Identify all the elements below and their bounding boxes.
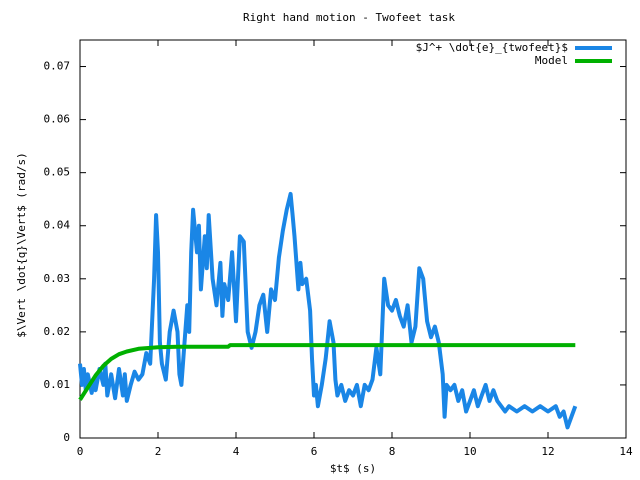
x-tick-label: 14 (619, 445, 633, 458)
x-axis-label: $t$ (s) (330, 462, 376, 475)
legend-label: $J^+ \dot{e}_{twofeet}$ (416, 41, 568, 54)
y-axis-label: $\Vert \dot{q}\Vert$ (rad/s) (15, 152, 28, 337)
x-tick-label: 6 (311, 445, 318, 458)
x-tick-label: 8 (389, 445, 396, 458)
y-tick-label: 0.06 (44, 113, 71, 126)
data-line (78, 191, 578, 430)
y-tick-label: 0 (63, 431, 70, 444)
y-tick-label: 0.02 (44, 325, 71, 338)
x-tick-label: 0 (77, 445, 84, 458)
legend-label: Model (535, 54, 568, 67)
data-line (78, 343, 576, 401)
x-tick-label: 4 (233, 445, 240, 458)
y-tick-label: 0.01 (44, 378, 71, 391)
plot-frame (79, 39, 627, 439)
y-tick-label: 0.05 (44, 166, 71, 179)
x-tick-label: 12 (541, 445, 554, 458)
x-tick-label: 10 (463, 445, 476, 458)
y-tick-label: 0.04 (44, 219, 71, 232)
chart-title: Right hand motion - Twofeet task (243, 11, 455, 24)
y-tick-label: 0.07 (44, 60, 71, 73)
x-tick-label: 2 (155, 445, 162, 458)
y-tick-label: 0.03 (44, 272, 71, 285)
